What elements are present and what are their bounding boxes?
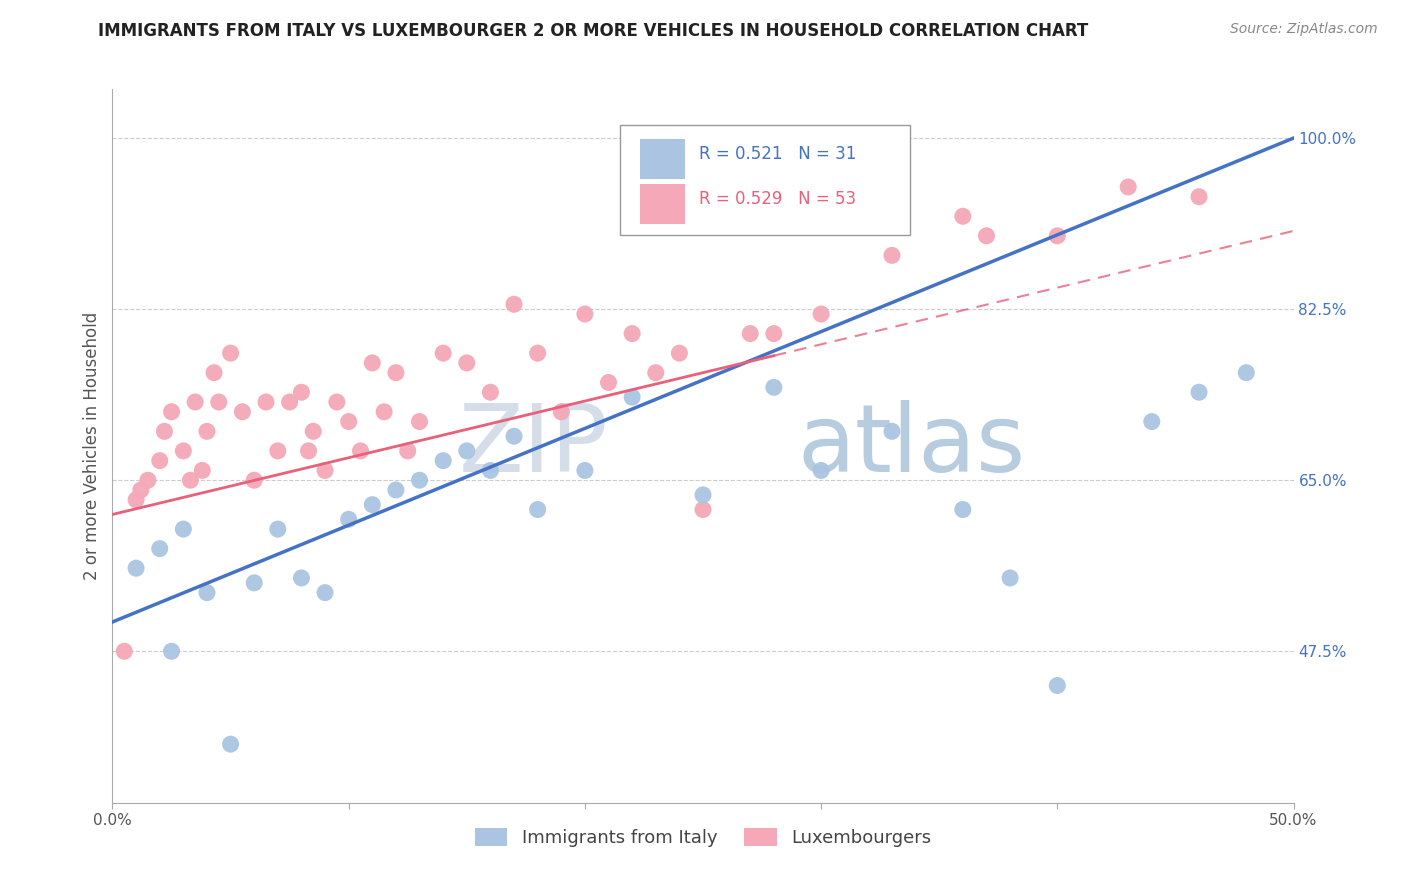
Point — [149, 453, 172, 467]
Point — [479, 463, 502, 477]
Point — [740, 326, 762, 341]
FancyBboxPatch shape — [620, 125, 910, 235]
Point — [184, 395, 207, 409]
Point — [361, 356, 384, 370]
Point — [314, 463, 336, 477]
Point — [762, 380, 785, 394]
Point — [644, 366, 666, 380]
Point — [503, 297, 526, 311]
Point — [1116, 180, 1139, 194]
Point — [456, 356, 478, 370]
Point — [267, 522, 290, 536]
Point — [243, 575, 266, 590]
Point — [191, 463, 214, 477]
Point — [125, 561, 148, 575]
Point — [668, 346, 690, 360]
Text: ZIP: ZIP — [458, 400, 609, 492]
Point — [302, 425, 325, 439]
Point — [621, 326, 644, 341]
Point — [621, 390, 644, 404]
Point — [195, 585, 218, 599]
Point — [136, 473, 159, 487]
Point — [408, 473, 430, 487]
Point — [880, 425, 903, 439]
Point — [149, 541, 172, 556]
Point — [952, 502, 974, 516]
Point — [254, 395, 277, 409]
Legend: Immigrants from Italy, Luxembourgers: Immigrants from Italy, Luxembourgers — [467, 821, 939, 855]
Point — [1140, 415, 1163, 429]
Text: R = 0.521   N = 31: R = 0.521 N = 31 — [699, 145, 856, 163]
Text: atlas: atlas — [797, 400, 1026, 492]
Point — [219, 737, 242, 751]
Point — [160, 405, 183, 419]
Text: R = 0.529   N = 53: R = 0.529 N = 53 — [699, 190, 856, 209]
Point — [692, 488, 714, 502]
Point — [337, 415, 360, 429]
Point — [267, 443, 290, 458]
Point — [550, 405, 572, 419]
Point — [337, 512, 360, 526]
Point — [326, 395, 349, 409]
Text: Source: ZipAtlas.com: Source: ZipAtlas.com — [1230, 22, 1378, 37]
Point — [432, 346, 454, 360]
Y-axis label: 2 or more Vehicles in Household: 2 or more Vehicles in Household — [83, 312, 101, 580]
Point — [290, 385, 312, 400]
Text: IMMIGRANTS FROM ITALY VS LUXEMBOURGER 2 OR MORE VEHICLES IN HOUSEHOLD CORRELATIO: IMMIGRANTS FROM ITALY VS LUXEMBOURGER 2 … — [98, 22, 1088, 40]
Point — [231, 405, 253, 419]
Point — [208, 395, 231, 409]
Point — [479, 385, 502, 400]
Point — [952, 209, 974, 223]
Point — [526, 346, 548, 360]
Point — [810, 307, 832, 321]
Point — [1046, 678, 1069, 692]
Point — [526, 502, 548, 516]
Bar — [640, 185, 685, 225]
Point — [408, 415, 430, 429]
Point — [373, 405, 395, 419]
Point — [314, 585, 336, 599]
Point — [202, 366, 225, 380]
Point — [195, 425, 218, 439]
Point — [179, 473, 201, 487]
Point — [219, 346, 242, 360]
Point — [998, 571, 1021, 585]
Point — [172, 443, 194, 458]
Point — [172, 522, 194, 536]
Point — [762, 326, 785, 341]
Point — [112, 644, 135, 658]
Point — [160, 644, 183, 658]
Point — [290, 571, 312, 585]
Point — [278, 395, 301, 409]
Point — [153, 425, 176, 439]
Point — [243, 473, 266, 487]
Point — [385, 483, 408, 497]
Point — [1046, 228, 1069, 243]
Point — [385, 366, 408, 380]
Point — [880, 248, 903, 262]
Point — [349, 443, 371, 458]
Point — [503, 429, 526, 443]
Point — [1234, 366, 1257, 380]
Point — [297, 443, 319, 458]
Bar — [640, 139, 685, 178]
Point — [1188, 385, 1211, 400]
Point — [976, 228, 998, 243]
Point — [810, 463, 832, 477]
Point — [129, 483, 152, 497]
Point — [396, 443, 419, 458]
Point — [125, 492, 148, 507]
Point — [456, 443, 478, 458]
Point — [574, 307, 596, 321]
Point — [574, 463, 596, 477]
Point — [361, 498, 384, 512]
Point — [432, 453, 454, 467]
Point — [692, 502, 714, 516]
Point — [598, 376, 620, 390]
Point — [1188, 190, 1211, 204]
